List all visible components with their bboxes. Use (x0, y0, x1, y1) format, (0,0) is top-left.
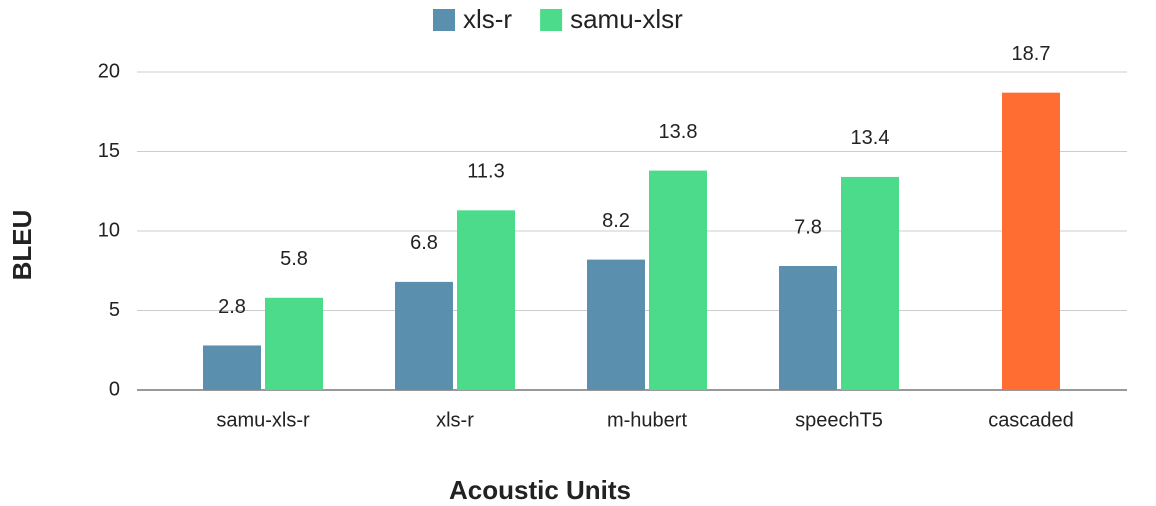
x-axis-title: Acoustic Units (449, 475, 631, 505)
y-tick-label: 15 (98, 140, 120, 162)
bar (203, 345, 261, 390)
x-tick-label: speechT5 (795, 409, 883, 431)
bar (1002, 92, 1060, 391)
value-label: 5.8 (280, 248, 308, 270)
value-label: 18.7 (1012, 43, 1051, 65)
bar (457, 210, 515, 390)
x-tick-label: samu-xls-r (216, 409, 310, 431)
y-tick-label: 20 (98, 60, 120, 82)
legend-label: samu-xlsr (570, 4, 683, 34)
bar (841, 176, 899, 390)
value-label: 7.8 (794, 216, 822, 238)
value-label: 11.3 (467, 161, 504, 183)
bar (779, 265, 837, 390)
bar (395, 281, 453, 390)
bar (265, 297, 323, 390)
x-tick-label: m-hubert (607, 409, 687, 431)
legend-label: xls-r (463, 4, 512, 34)
value-label: 6.8 (410, 232, 438, 254)
y-tick-label: 0 (109, 378, 120, 400)
value-label: 2.8 (218, 296, 246, 318)
y-tick-label: 5 (109, 299, 120, 321)
legend-swatch (433, 9, 455, 31)
bar (649, 170, 707, 390)
value-label: 13.8 (659, 121, 698, 143)
y-tick-label: 10 (98, 219, 120, 241)
legend-swatch (540, 9, 563, 31)
value-label: 8.2 (602, 210, 630, 232)
x-tick-label: xls-r (436, 409, 474, 431)
bar (587, 259, 645, 390)
value-label: 13.4 (851, 127, 890, 149)
y-axis-title: BLEU (7, 210, 37, 281)
x-tick-label: cascaded (988, 409, 1074, 431)
